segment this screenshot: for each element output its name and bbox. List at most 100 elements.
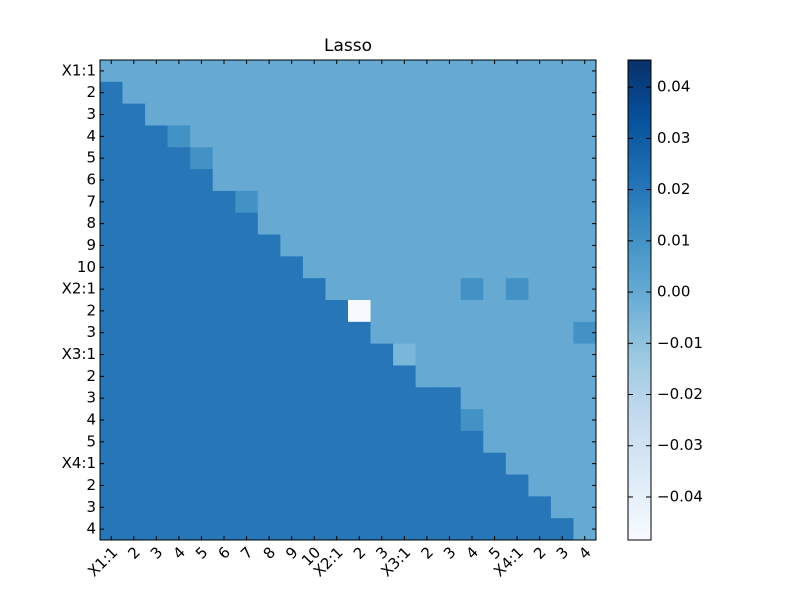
heat-cell <box>145 256 169 279</box>
heat-cell <box>415 278 439 301</box>
heat-cell <box>257 321 281 345</box>
y-tick-label: 8 <box>86 214 96 232</box>
x-tick-label: 3 <box>440 543 459 562</box>
heat-cell <box>438 81 462 105</box>
heat-cell <box>100 125 124 148</box>
heat-cell <box>302 518 326 541</box>
heat-cell <box>325 430 349 454</box>
heat-cell <box>550 387 574 410</box>
heat-cell <box>190 212 214 236</box>
heat-cell <box>573 278 597 301</box>
heat-cell <box>550 125 574 148</box>
heat-cell <box>167 452 191 476</box>
heat-cell <box>415 190 439 214</box>
x-tick-label: X1:1 <box>84 543 121 580</box>
heat-cell <box>325 300 349 323</box>
heat-cell <box>122 496 146 519</box>
y-tick-label: 4 <box>86 411 96 429</box>
colorbar-tick-label: 0.00 <box>657 283 690 301</box>
heat-cell <box>348 60 372 83</box>
heat-cell <box>235 496 259 519</box>
heat-cell <box>145 278 169 301</box>
heat-cell <box>415 496 439 519</box>
heat-cell <box>122 169 146 192</box>
heat-cell <box>302 169 326 192</box>
heat-cell <box>257 387 281 410</box>
heat-cell <box>438 234 462 257</box>
heat-cell <box>370 430 394 454</box>
heat-cell <box>122 81 146 105</box>
heat-cell <box>280 518 304 541</box>
heat-cell <box>100 409 124 432</box>
heat-cell <box>348 474 372 497</box>
heat-cell <box>483 452 507 476</box>
heat-cell <box>212 343 236 366</box>
heat-cell <box>550 343 574 366</box>
x-tick-label: 2 <box>417 543 436 562</box>
heat-cell <box>573 256 597 279</box>
heat-cell <box>212 169 236 192</box>
heat-cell <box>280 300 304 323</box>
heat-cell <box>257 212 281 236</box>
heat-cell <box>257 125 281 148</box>
heat-cell <box>438 60 462 83</box>
heat-cell <box>393 103 417 126</box>
heat-cell <box>280 452 304 476</box>
heat-cell <box>550 190 574 214</box>
heat-cell <box>393 474 417 497</box>
heat-cell <box>550 169 574 192</box>
heat-cell <box>145 234 169 257</box>
heat-cell <box>280 321 304 345</box>
heat-cell <box>460 321 484 345</box>
heat-cell <box>505 430 529 454</box>
heat-cell <box>550 321 574 345</box>
heat-cell <box>505 321 529 345</box>
heat-cell <box>100 234 124 257</box>
y-tick-label: 3 <box>86 389 96 407</box>
heat-cell <box>528 430 552 454</box>
heat-cell <box>550 278 574 301</box>
heat-cell <box>167 81 191 105</box>
heat-cell <box>528 125 552 148</box>
heat-cell <box>550 300 574 323</box>
heat-cell <box>257 474 281 497</box>
heat-cell <box>505 343 529 366</box>
heat-cell <box>415 321 439 345</box>
heat-cell <box>190 300 214 323</box>
heat-cell <box>212 234 236 257</box>
heat-cell <box>167 125 191 148</box>
heat-cell <box>212 496 236 519</box>
heat-cell <box>325 496 349 519</box>
heat-cell <box>212 103 236 126</box>
heat-cell <box>460 278 484 301</box>
y-tick-label: X1:1 <box>62 61 96 79</box>
heat-cell <box>573 387 597 410</box>
heat-cell <box>235 365 259 388</box>
heat-cell <box>348 256 372 279</box>
heat-cell <box>505 409 529 432</box>
heat-cell <box>483 474 507 497</box>
heat-cell <box>438 256 462 279</box>
heat-cell <box>370 518 394 541</box>
heat-cell <box>348 496 372 519</box>
heat-cell <box>167 387 191 410</box>
heat-cell <box>573 60 597 83</box>
y-tick-label: 5 <box>86 432 96 450</box>
heat-cell <box>167 147 191 170</box>
heat-cell <box>325 60 349 83</box>
heat-cell <box>100 343 124 366</box>
heat-cell <box>167 103 191 126</box>
heat-cell <box>438 278 462 301</box>
heat-cell <box>415 387 439 410</box>
heat-cell <box>325 474 349 497</box>
heat-cell <box>528 278 552 301</box>
heat-cell <box>370 452 394 476</box>
heat-cell <box>325 125 349 148</box>
heat-cell <box>235 474 259 497</box>
heat-cell <box>325 343 349 366</box>
heat-cell <box>415 300 439 323</box>
heat-cell <box>370 321 394 345</box>
x-tick-label: 4 <box>169 543 188 562</box>
heat-cell <box>212 321 236 345</box>
heat-cell <box>348 343 372 366</box>
